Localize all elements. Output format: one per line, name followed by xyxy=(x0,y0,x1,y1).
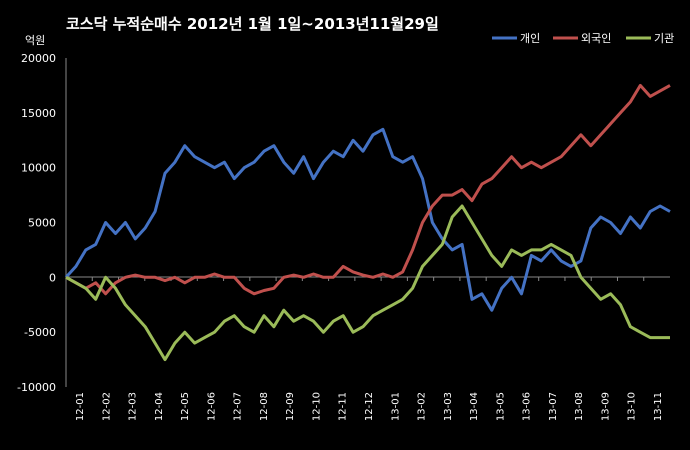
x-tick-label: 12-10 xyxy=(311,392,322,421)
chart-title: 코스닥 누적순매수 2012년 1월 1일~2013년11월29일 xyxy=(66,15,439,33)
y-tick-label: -10000 xyxy=(17,381,56,394)
y-tick-label: 20000 xyxy=(21,52,56,65)
x-tick-label: 12-05 xyxy=(180,392,191,421)
x-tick-label: 12-02 xyxy=(101,392,112,421)
x-tick-label: 13-08 xyxy=(574,392,585,421)
x-tick-label: 12-03 xyxy=(128,392,139,421)
y-tick-label: -5000 xyxy=(24,326,56,339)
y-tick-label: 0 xyxy=(49,271,56,284)
unit-label: 억원 xyxy=(25,34,45,47)
y-tick-label: 10000 xyxy=(21,162,56,175)
x-tick-label: 13-02 xyxy=(417,392,428,421)
series-lines xyxy=(64,83,671,362)
x-tick-label: 13-05 xyxy=(495,392,506,421)
x-tick-label: 13-06 xyxy=(522,392,533,421)
x-tick-label: 12-01 xyxy=(75,392,86,421)
legend-label: 기관 xyxy=(654,32,674,45)
x-tick-labels: 12-01 12-02 12-03 12-04 12-05 12-06 12-07 12-08… xyxy=(65,277,664,421)
x-tick-label: 12-11 xyxy=(338,392,349,421)
x-tick-label: 12-04 xyxy=(154,392,165,421)
x-tick-label: 13-03 xyxy=(443,392,454,421)
series-line-기관 xyxy=(65,204,670,362)
x-tick-label: 12-09 xyxy=(285,392,296,421)
x-tick-label: 13-07 xyxy=(548,392,559,421)
x-tick-label: 13-11 xyxy=(653,392,664,421)
x-tick-label: 12-08 xyxy=(259,392,270,421)
series-line-개인 xyxy=(64,127,671,312)
plot-area xyxy=(66,58,670,387)
legend-label: 개인 xyxy=(520,32,540,45)
x-tick-label: 13-10 xyxy=(627,392,638,421)
x-tick-label: 12-07 xyxy=(233,392,244,421)
x-tick-label: 13-09 xyxy=(600,392,611,421)
y-tick-label: 15000 xyxy=(21,107,56,120)
x-tick-label: 12-06 xyxy=(206,392,217,421)
legend-label: 외국인 xyxy=(581,32,611,45)
x-tick-label: 13-01 xyxy=(390,392,401,421)
x-tick-label: 12-12 xyxy=(364,392,375,421)
y-tick-labels: 20000 15000 10000 5000 0 -5000 -10000 xyxy=(17,52,56,394)
series-line-외국인 xyxy=(65,83,671,296)
y-tick-label: 5000 xyxy=(28,217,56,230)
x-tick-label: 13-04 xyxy=(469,392,480,421)
legend: 개인 외국인 기관 xyxy=(492,32,674,45)
